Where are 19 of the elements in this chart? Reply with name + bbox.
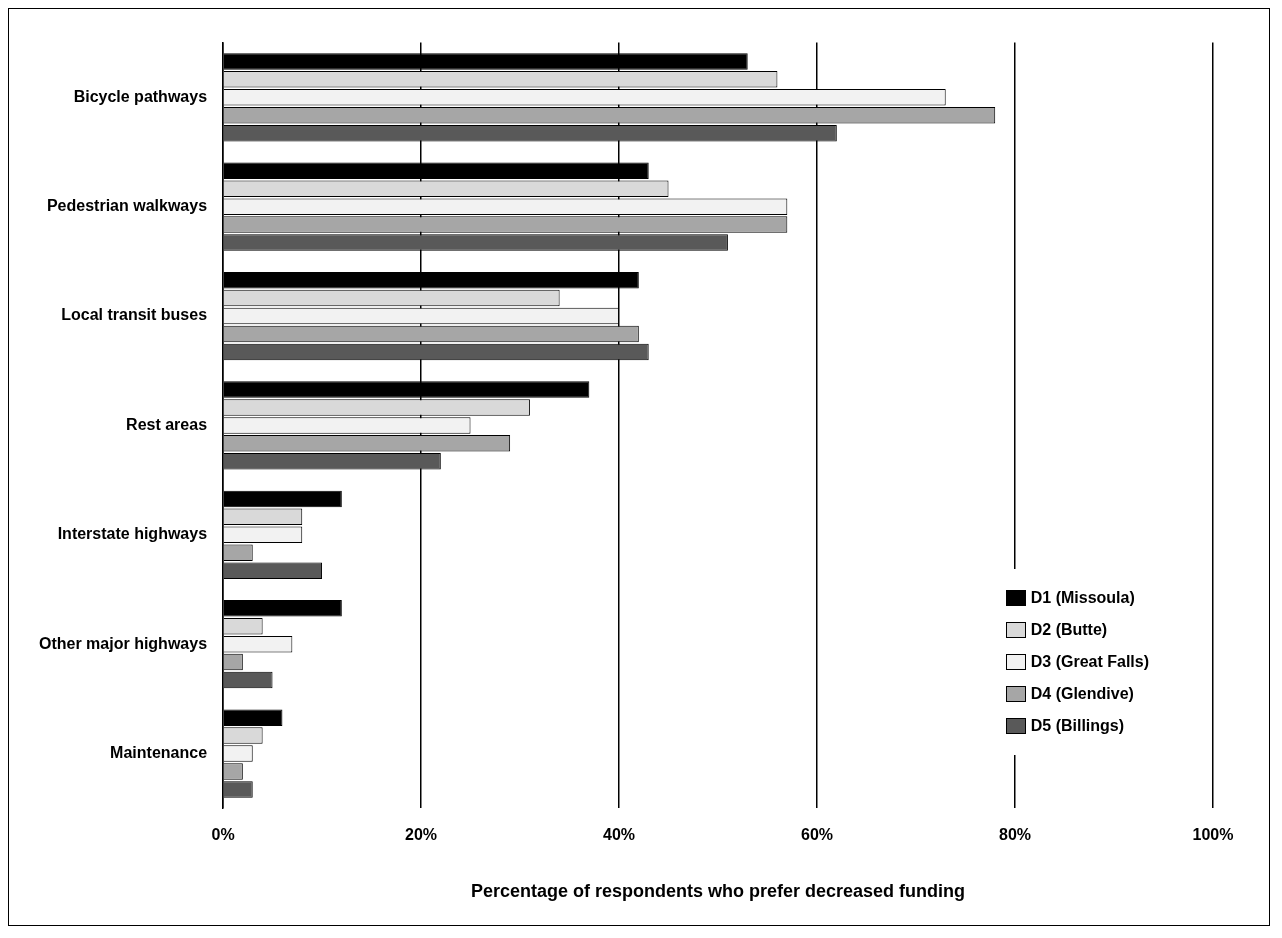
x-tick-label: 60% bbox=[801, 826, 834, 844]
legend-label: D2 (Butte) bbox=[1030, 621, 1108, 639]
y-tick-label: Maintenance bbox=[110, 743, 208, 761]
x-axis-title: Percentage of respondents who prefer decreased funding bbox=[470, 881, 966, 902]
y-tick-label: Local transit buses bbox=[61, 306, 208, 324]
legend-label: D4 (Glendive) bbox=[1030, 685, 1134, 703]
legend-label: D1 (Missoula) bbox=[1030, 589, 1135, 607]
y-tick-label: Interstate highways bbox=[57, 525, 208, 543]
x-tick-label: 40% bbox=[603, 826, 636, 844]
x-tick-label: 0% bbox=[211, 826, 235, 844]
legend-label: D5 (Billings) bbox=[1030, 717, 1125, 735]
y-tick-label: Rest areas bbox=[126, 415, 208, 433]
y-tick-label: Other major highways bbox=[38, 634, 208, 652]
legend-label: D3 (Great Falls) bbox=[1030, 653, 1149, 671]
x-tick-label: 20% bbox=[405, 826, 438, 844]
x-tick-label: 100% bbox=[1192, 826, 1234, 844]
x-tick-label: 80% bbox=[998, 826, 1032, 844]
y-tick-label: Pedestrian walkways bbox=[46, 197, 208, 215]
y-tick-label: Bicycle pathways bbox=[73, 87, 208, 105]
